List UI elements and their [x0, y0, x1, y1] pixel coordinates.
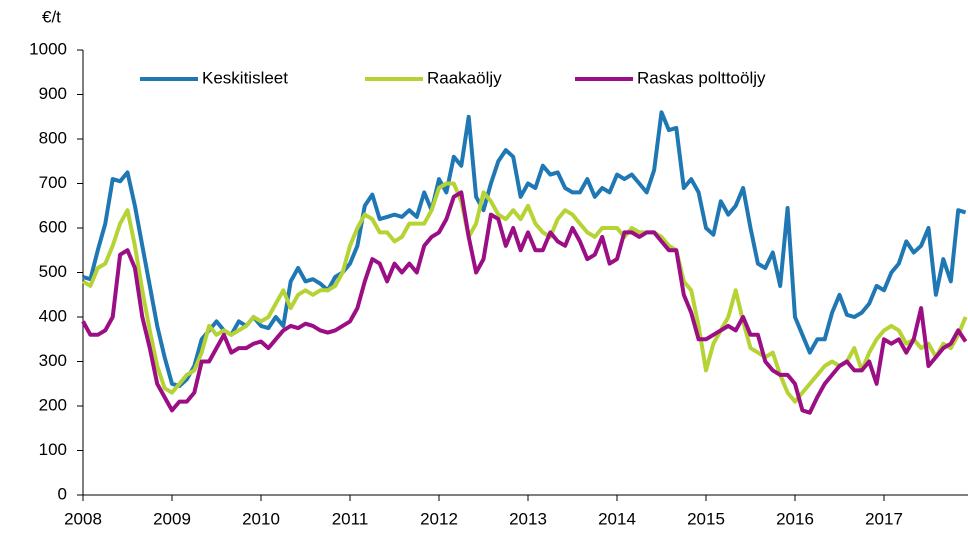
legend-label: Keskitisleet [202, 68, 288, 87]
x-tick-label: 2013 [509, 509, 547, 528]
y-tick-label: 400 [39, 306, 67, 325]
x-tick-label: 2016 [776, 509, 814, 528]
y-axis-label: €/t [42, 7, 61, 26]
line [82, 110, 967, 388]
y-tick-label: 800 [39, 128, 67, 147]
y-tick-label: 200 [39, 395, 67, 414]
x-tick-label: 2017 [865, 509, 903, 528]
x-tick-label: 2008 [64, 509, 102, 528]
x-tick-label: 2015 [687, 509, 725, 528]
y-tick-label: 1000 [29, 39, 67, 58]
line [81, 181, 968, 404]
x-tick-label: 2010 [242, 509, 280, 528]
y-tick-label: 600 [39, 217, 67, 236]
y-tick-label: 100 [39, 440, 67, 459]
legend-label: Raskas polttoöljy [637, 68, 766, 87]
x-tick-label: 2009 [153, 509, 191, 528]
x-tick-label: 2014 [598, 509, 636, 528]
line [81, 190, 968, 415]
x-tick-label: 2011 [332, 509, 369, 528]
legend-label: Raakaöljy [427, 68, 502, 87]
y-tick-label: 700 [39, 173, 67, 192]
y-tick-label: 900 [39, 84, 67, 103]
y-tick-label: 500 [39, 262, 67, 281]
y-tick-label: 300 [39, 351, 67, 370]
y-tick-label: 0 [58, 484, 67, 503]
x-tick-label: 2012 [420, 509, 458, 528]
